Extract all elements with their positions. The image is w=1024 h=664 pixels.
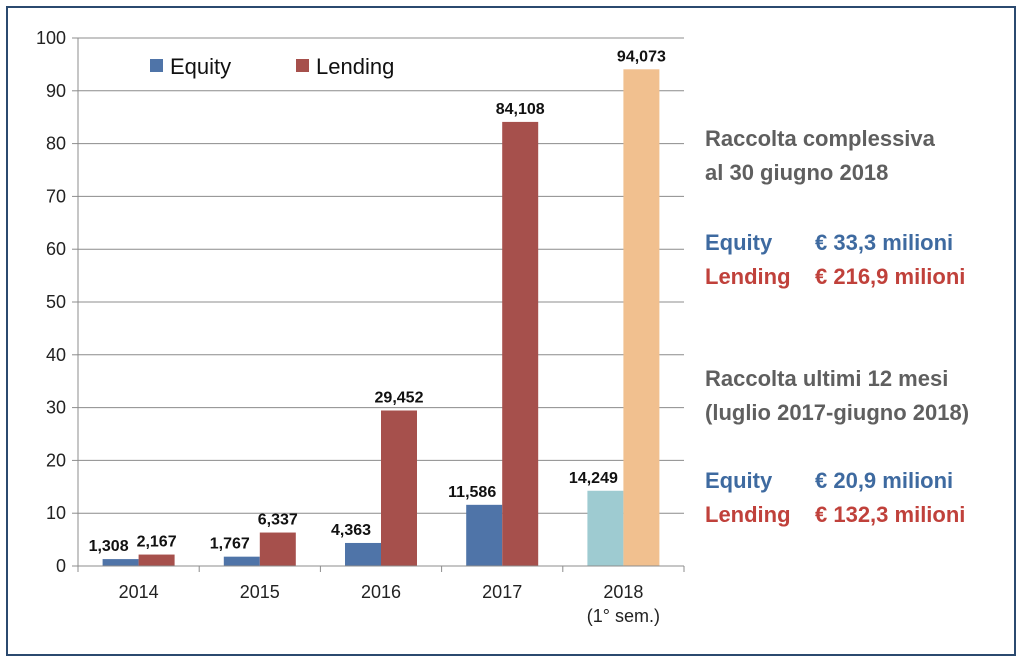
y-tick-label: 10 [46,503,66,523]
last12-equity-value: € 20,9 milioni [815,468,954,493]
y-tick-label: 30 [46,398,66,418]
bar-lending [259,532,296,566]
y-tick-label: 70 [46,186,66,206]
data-label-lending: 29,452 [375,389,424,406]
last12-lending-row: Lending € 132,3 milioni [705,502,965,528]
y-tick-label: 100 [36,28,66,48]
x-axis-ticks: 2014 2015 2016 2017 2018 (1° sem.) [119,582,660,626]
total-lending-label: Lending [705,264,791,289]
data-label-equity: 1,308 [89,538,129,555]
last12-lending-label: Lending [705,502,791,527]
bar-equity [223,556,260,566]
last12-equity-row: Equity € 20,9 milioni [705,468,953,494]
total-equity-row: Equity € 33,3 milioni [705,230,953,256]
y-tick-label: 60 [46,239,66,259]
bar-lending [138,554,175,566]
legend-swatch-lending [296,59,309,72]
data-labels: 1,308 2,167 1,767 6,337 4,363 29,452 11,586 84,… [89,48,666,555]
data-label-equity: 4,363 [331,522,371,539]
x-tick-sublabel: (1° sem.) [587,606,660,626]
data-label-lending: 84,108 [496,101,545,118]
y-tick-label: 40 [46,345,66,365]
last12-equity-label: Equity [705,468,773,493]
x-tick-label: 2018 [603,582,643,602]
bar-equity [587,490,624,566]
bar-lending [381,410,417,566]
x-tick-label: 2017 [482,582,522,602]
bar-lending [502,121,539,566]
total-equity-value: € 33,3 milioni [815,230,954,255]
data-label-lending: 94,073 [617,48,666,65]
y-tick-label: 80 [46,134,66,154]
y-tick-label: 90 [46,81,66,101]
y-axis-ticks: 0 10 20 30 40 50 60 70 80 90 100 [36,28,66,576]
axes [72,37,685,572]
total-equity-label: Equity [705,230,773,255]
y-tick-label: 0 [56,556,66,576]
legend-label-lending: Lending [316,54,394,79]
x-tick-label: 2015 [240,582,280,602]
x-tick-label: 2016 [361,582,401,602]
last12-title-line2: (luglio 2017-giugno 2018) [705,400,970,425]
data-label-equity: 1,767 [210,536,250,553]
total-lending-row: Lending € 216,9 milioni [705,264,965,290]
legend: Equity Lending [150,54,394,79]
data-label-equity: 11,586 [448,484,496,501]
legend-swatch-equity [150,59,163,72]
y-tick-label: 50 [46,292,66,312]
data-label-lending: 6,337 [258,512,298,529]
bar-lending [623,69,660,567]
total-title-line1: Raccolta complessiva [705,126,935,151]
last12-title-line1: Raccolta ultimi 12 mesi [705,366,949,391]
total-title-line2: al 30 giugno 2018 [705,160,889,185]
x-tick-label: 2014 [119,582,159,602]
bar-equity [345,542,381,566]
legend-label-equity: Equity [170,54,231,79]
gridlines [78,37,684,514]
total-lending-value: € 216,9 milioni [815,264,966,289]
data-label-equity: 14,249 [569,470,618,487]
y-tick-label: 20 [46,450,66,470]
bar-chart: 0 10 20 30 40 50 60 70 80 90 100 1,308 2,167 1,767 6,… [36,28,685,626]
last12-lending-value: € 132,3 milioni [815,502,966,527]
bar-equity [102,559,139,566]
bars [102,69,660,567]
data-label-lending: 2,167 [137,534,177,551]
bar-equity [466,504,503,566]
